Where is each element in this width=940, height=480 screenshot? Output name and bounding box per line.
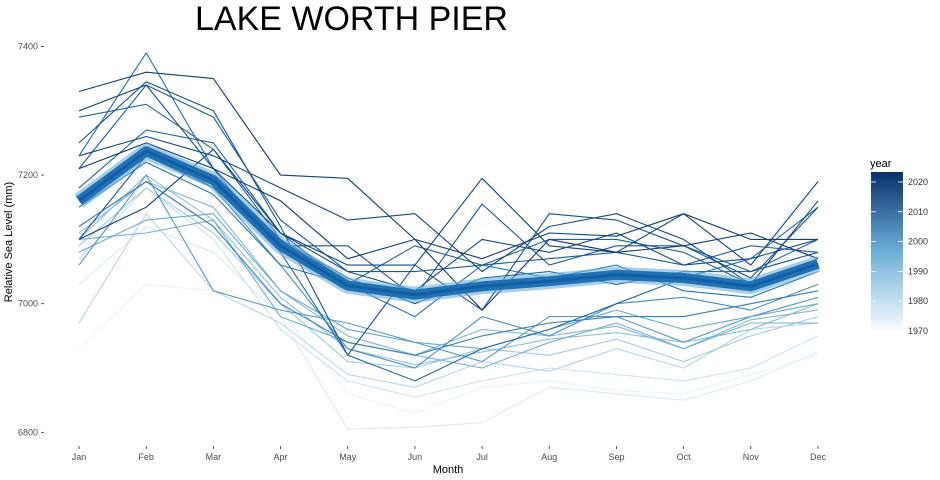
x-tick-label: Aug bbox=[541, 452, 557, 462]
x-tick-label: Mar bbox=[206, 452, 222, 462]
x-tick-label: Feb bbox=[138, 452, 154, 462]
x-tick-label: Nov bbox=[743, 452, 760, 462]
series-line-2016 bbox=[78, 84, 819, 292]
x-tick-label: Sep bbox=[608, 452, 624, 462]
mean-line-core bbox=[78, 149, 819, 297]
legend-tick-label: 1990 bbox=[908, 266, 928, 276]
x-tick-label: Apr bbox=[274, 452, 288, 462]
y-tick-label: 6800 bbox=[18, 427, 38, 437]
y-tick-label: 7200 bbox=[18, 170, 38, 180]
series-line-1995 bbox=[78, 219, 818, 369]
x-tick-label: Jan bbox=[72, 452, 87, 462]
x-axis-title: Month bbox=[433, 464, 464, 476]
legend-tick-label: 1970 bbox=[908, 326, 928, 336]
x-tick-label: Jul bbox=[476, 452, 488, 462]
y-axis: 6800 7000 7200 7400 bbox=[18, 41, 44, 437]
series-line-1991 bbox=[78, 174, 819, 366]
series-line-2019 bbox=[78, 71, 818, 260]
series-line-2018 bbox=[78, 148, 819, 266]
y-tick-label: 7400 bbox=[18, 41, 38, 51]
series-line-2017 bbox=[78, 135, 819, 285]
legend-colorbar bbox=[871, 172, 903, 330]
legend-tick-label: 2000 bbox=[908, 237, 928, 247]
legend-tick-label: 1980 bbox=[908, 296, 928, 306]
series-line-2006 bbox=[78, 180, 819, 356]
legend-title: year bbox=[870, 158, 892, 170]
x-axis: Jan Feb Mar Apr May Jun Jul Aug Sep Oct Nov Dec bbox=[72, 446, 827, 462]
legend-tick-label: 2010 bbox=[908, 207, 928, 217]
x-tick-label: Oct bbox=[677, 452, 692, 462]
series-line-2013 bbox=[78, 84, 819, 273]
series-line-2000 bbox=[78, 174, 819, 363]
mean-line-group bbox=[74, 143, 821, 303]
legend-ticks: 1970 1980 1990 2000 2010 2020 bbox=[871, 177, 928, 336]
x-tick-label: Dec bbox=[810, 452, 827, 462]
series-line-2012 bbox=[78, 129, 819, 285]
legend: year 1970 1980 1990 2000 2010 2020 bbox=[870, 158, 928, 336]
x-tick-label: May bbox=[339, 452, 357, 462]
series-line-1973 bbox=[78, 283, 819, 414]
y-axis-title: Relative Sea Level (mm) bbox=[3, 182, 15, 302]
series-line-2020 bbox=[78, 142, 819, 311]
chart-title: LAKE WORTH PIER bbox=[195, 0, 508, 38]
series-lines bbox=[78, 52, 819, 430]
series-line-1981 bbox=[78, 187, 819, 398]
legend-tick-label: 2020 bbox=[908, 177, 928, 187]
x-tick-label: Jun bbox=[408, 452, 423, 462]
series-line-1977 bbox=[78, 225, 819, 430]
y-tick-label: 7000 bbox=[18, 299, 38, 309]
series-line-1985 bbox=[78, 213, 819, 388]
series-line-2015 bbox=[78, 81, 819, 356]
